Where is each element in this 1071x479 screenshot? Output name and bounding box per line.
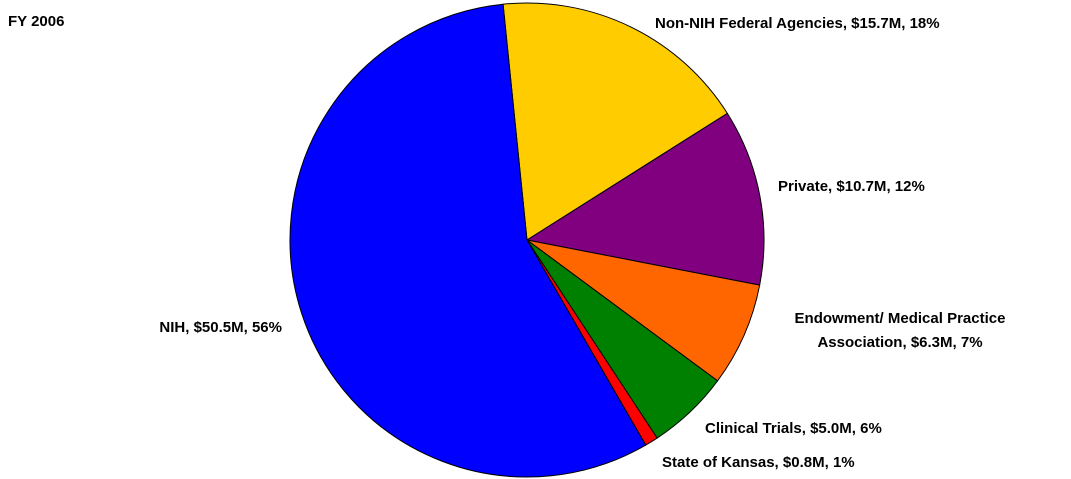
percent-label: 6% xyxy=(860,420,882,437)
value-label: $15.7M xyxy=(851,15,901,32)
percent-label: 56% xyxy=(252,319,282,336)
slice-label: Private, $10.7M, 12% xyxy=(778,178,925,195)
category-label: Endowment/ Medical Practice Association xyxy=(795,310,1006,351)
value-label: $10.7M xyxy=(836,178,886,195)
value-label: $5.0M xyxy=(810,420,852,437)
category-label: State of Kansas xyxy=(662,454,775,471)
pie-slice xyxy=(289,3,647,478)
category-label: Private xyxy=(778,178,828,195)
pie-slice xyxy=(526,239,761,382)
chart-title: FY 2006 xyxy=(8,13,64,30)
value-label: $6.3M xyxy=(911,334,953,351)
percent-label: 18% xyxy=(910,15,940,32)
percent-label: 7% xyxy=(961,334,983,351)
percent-label: 12% xyxy=(895,178,925,195)
pie-slice xyxy=(525,112,765,286)
value-label: $0.8M xyxy=(783,454,825,471)
pie-slice xyxy=(502,2,729,241)
slice-label: Clinical Trials, $5.0M, 6% xyxy=(705,420,882,437)
slice-label: Non-NIH Federal Agencies, $15.7M, 18% xyxy=(655,15,940,32)
slice-label: NIH, $50.5M, 56% xyxy=(159,319,282,336)
value-label: $50.5M xyxy=(194,319,244,336)
category-label: Clinical Trials xyxy=(705,420,802,437)
category-label: Non-NIH Federal Agencies xyxy=(655,15,843,32)
slice-label: Endowment/ Medical Practice Association, … xyxy=(795,310,1006,351)
percent-label: 1% xyxy=(833,454,855,471)
category-label: NIH xyxy=(159,319,185,336)
slice-label: State of Kansas, $0.8M, 1% xyxy=(662,454,855,471)
